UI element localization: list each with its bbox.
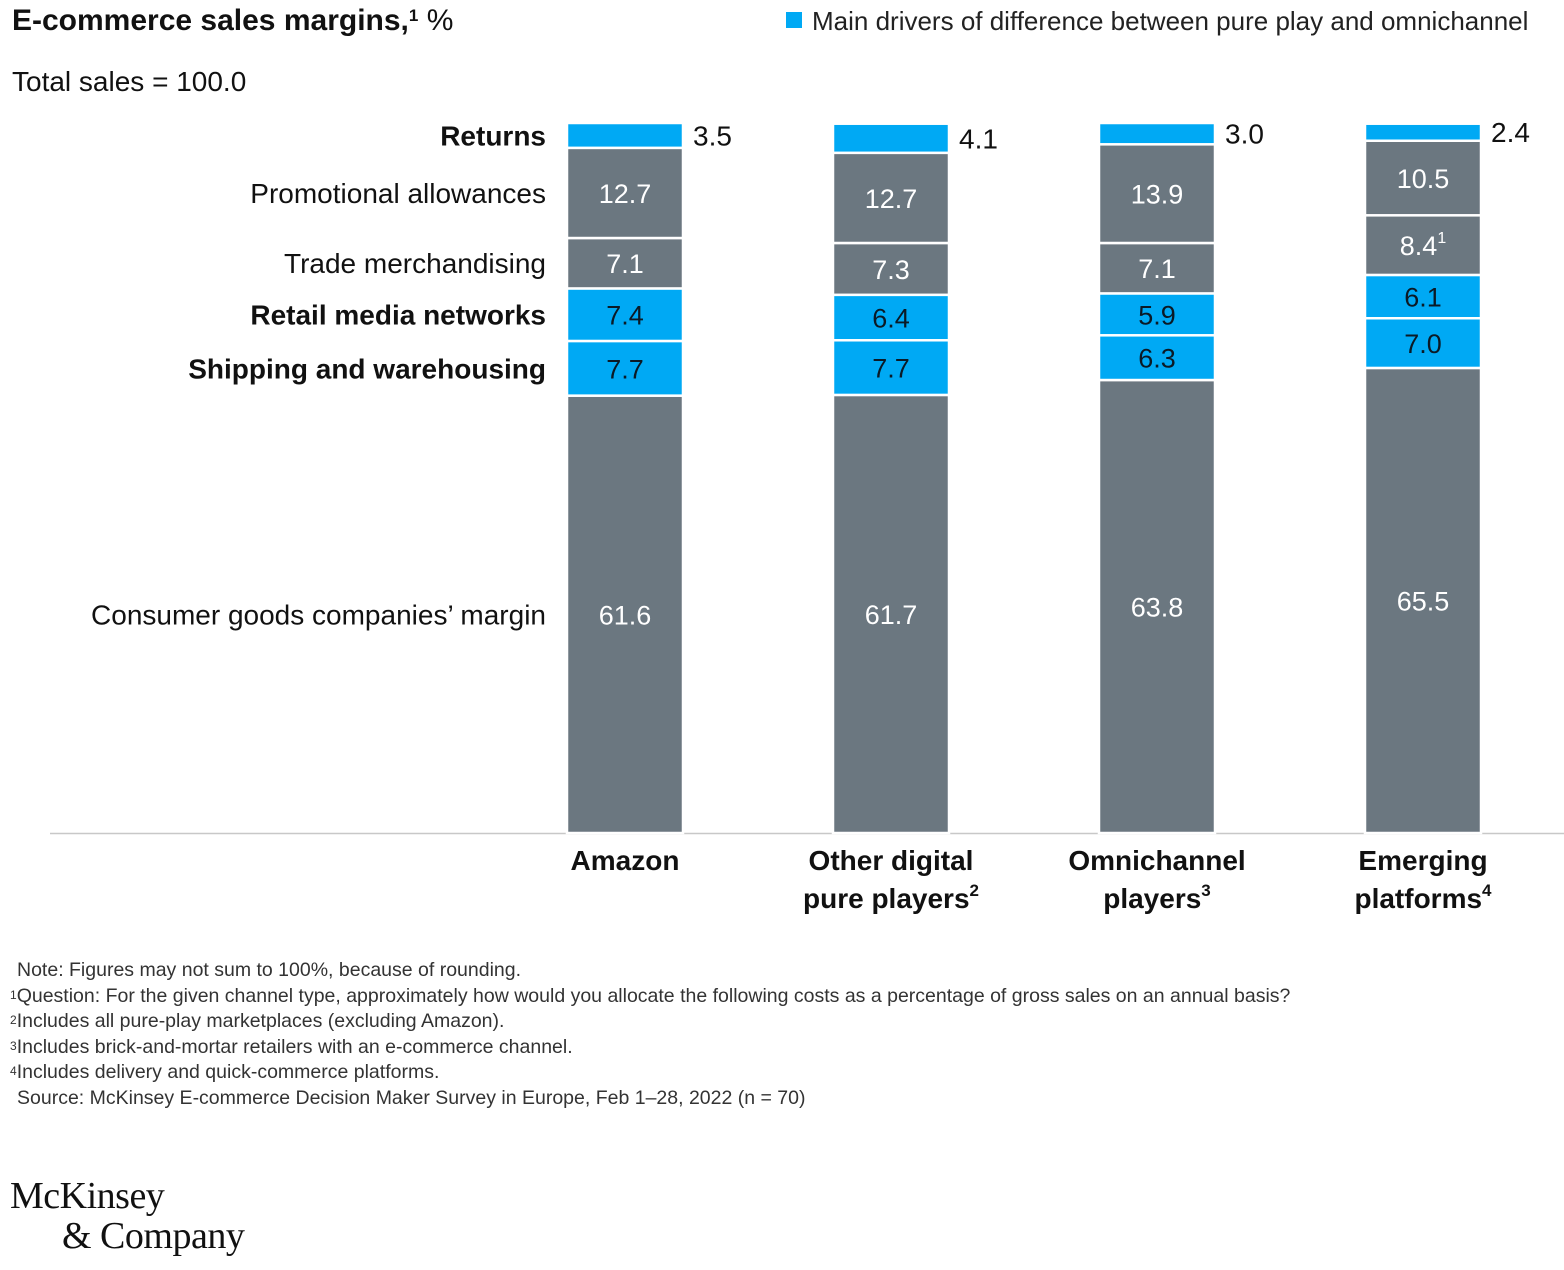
chart-subtitle: Total sales = 100.0 <box>12 66 247 97</box>
legend-label: Main drivers of difference between pure … <box>812 6 1529 36</box>
series-label-retail-media-networks: Retail media networks <box>250 300 546 331</box>
data-label-shipping-and-warehousing-2: 7.7 <box>872 354 910 384</box>
category-label-3-line-1: Omnichannel <box>1068 845 1245 876</box>
data-label-retail-media-networks-4: 6.1 <box>1404 283 1442 313</box>
bar-segment-consumer-goods-companies-margin-2 <box>831 393 951 835</box>
data-label-shipping-and-warehousing-3: 6.3 <box>1138 344 1176 374</box>
bar-segment-retail-media-networks-3 <box>1097 292 1217 337</box>
data-label-trade-merchandising-2: 7.3 <box>872 255 910 285</box>
data-label-promotional-allowances-1: 12.7 <box>599 179 652 209</box>
data-label-trade-merchandising-3: 7.1 <box>1138 254 1176 284</box>
category-label-2-line-1: Other digital <box>809 845 974 876</box>
bar-segment-retail-media-networks-2 <box>831 293 951 342</box>
bar-segment-shipping-and-warehousing-3 <box>1097 334 1217 382</box>
chart-title: E-commerce sales margins,1 % <box>12 4 453 38</box>
bar-segment-returns-4 <box>1363 122 1483 142</box>
category-label-4-line-1: Emerging <box>1358 845 1487 876</box>
footnote-1-marker: 1 <box>10 987 17 1002</box>
footnote-1: 1Question: For the given channel type, a… <box>10 984 1290 1010</box>
bar-segment-consumer-goods-companies-margin-3 <box>1097 378 1217 835</box>
data-label-returns-4: 2.4 <box>1491 117 1530 148</box>
footnote-1-text: Question: For the given channel type, ap… <box>16 984 1291 1007</box>
category-label-3-line-2: players3 <box>1103 881 1211 914</box>
footnote-3: 3Includes brick-and-mortar retailers wit… <box>10 1035 1290 1061</box>
data-label-promotional-allowances-2: 12.7 <box>865 184 918 214</box>
bar-segment-retail-media-networks-1 <box>565 287 685 343</box>
bar-segment-promotional-allowances-1 <box>565 146 685 240</box>
footnote-2-text: Includes all pure-play marketplaces (exc… <box>16 1010 505 1033</box>
data-label-retail-media-networks-2: 6.4 <box>872 304 910 334</box>
bar-segment-promotional-allowances-2 <box>831 151 951 245</box>
footnote-3-marker: 3 <box>10 1038 17 1053</box>
legend: Main drivers of difference between pure … <box>786 6 1528 37</box>
bar-segment-trade-merchandising-1 <box>565 236 685 290</box>
stacked-bar-chart: 61.6 7.7 7.4 7.1 12.7 3.5 Amazon 61.7 7.7 6.4 7.3 1… <box>50 117 1564 914</box>
series-label-trade-merchandising: Trade merchandising <box>284 248 546 279</box>
series-label-shipping-and-warehousing: Shipping and warehousing <box>188 353 546 384</box>
chart-title-text: E-commerce sales margins, <box>12 4 409 37</box>
data-label-retail-media-networks-3: 5.9 <box>1138 300 1176 330</box>
data-label-returns-3: 3.0 <box>1225 119 1264 150</box>
footnote-2-marker: 2 <box>10 1013 17 1028</box>
bar-segment-retail-media-networks-4 <box>1363 273 1483 320</box>
logo-line-1: McKinsey <box>10 1175 165 1217</box>
bar-segment-consumer-goods-companies-margin-4 <box>1363 366 1483 835</box>
data-label-returns-1: 3.5 <box>693 120 732 151</box>
category-label-2-line-2: pure players2 <box>803 881 979 914</box>
category-label-4-line-2: platforms4 <box>1354 881 1492 914</box>
data-label-consumer-goods-companies-margin-3: 63.8 <box>1131 593 1184 623</box>
footnote-4-text: Includes delivery and quick-commerce pla… <box>16 1061 440 1084</box>
bar-segment-returns-3 <box>1097 121 1217 146</box>
bar-segment-returns-1 <box>565 121 685 150</box>
footnote-2: 2Includes all pure-play marketplaces (ex… <box>10 1009 1290 1035</box>
mckinsey-logo: McKinsey & Company <box>10 1175 245 1257</box>
series-label-promotional-allowances: Promotional allowances <box>250 178 546 209</box>
category-label-1-line-1: Amazon <box>571 845 680 876</box>
bar-segment-consumer-goods-companies-margin-1 <box>565 394 685 835</box>
chart-title-unit: % <box>426 4 454 37</box>
data-label-consumer-goods-companies-margin-1: 61.6 <box>599 600 652 630</box>
series-label-returns: Returns <box>440 120 546 151</box>
series-label-consumer-goods-companies-margin: Consumer goods companies’ margin <box>91 599 546 630</box>
footnote-3-text: Includes brick-and-mortar retailers with… <box>16 1035 573 1058</box>
bar-segment-promotional-allowances-3 <box>1097 143 1217 245</box>
data-label-trade-merchandising-1: 7.1 <box>606 249 644 279</box>
logo-line-2: & Company <box>62 1215 245 1257</box>
data-label-consumer-goods-companies-margin-4: 65.5 <box>1397 586 1450 616</box>
footnote-4: 4Includes delivery and quick-commerce pl… <box>10 1060 1290 1086</box>
bar-segment-trade-merchandising-4 <box>1363 214 1483 277</box>
data-label-retail-media-networks-1: 7.4 <box>606 301 644 331</box>
chart-title-footnote-marker: 1 <box>408 6 419 25</box>
data-label-shipping-and-warehousing-4: 7.0 <box>1404 329 1442 359</box>
footnote-4-marker: 4 <box>10 1064 17 1079</box>
data-label-promotional-allowances-4: 10.5 <box>1397 164 1450 194</box>
footnote-note: Note: Figures may not sum to 100%, becau… <box>17 959 522 981</box>
bar-segment-trade-merchandising-3 <box>1097 241 1217 295</box>
legend-swatch <box>786 12 802 28</box>
data-label-shipping-and-warehousing-1: 7.7 <box>606 354 644 384</box>
bar-segment-returns-2 <box>831 122 951 155</box>
data-label-consumer-goods-companies-margin-2: 61.7 <box>865 600 918 630</box>
footnotes: Note: Figures may not sum to 100%, becau… <box>10 958 1290 1112</box>
data-label-promotional-allowances-3: 13.9 <box>1131 180 1184 210</box>
data-label-returns-2: 4.1 <box>959 123 998 154</box>
bar-segment-shipping-and-warehousing-4 <box>1363 317 1483 370</box>
source-note: Source: McKinsey E-commerce Decision Mak… <box>17 1086 806 1109</box>
